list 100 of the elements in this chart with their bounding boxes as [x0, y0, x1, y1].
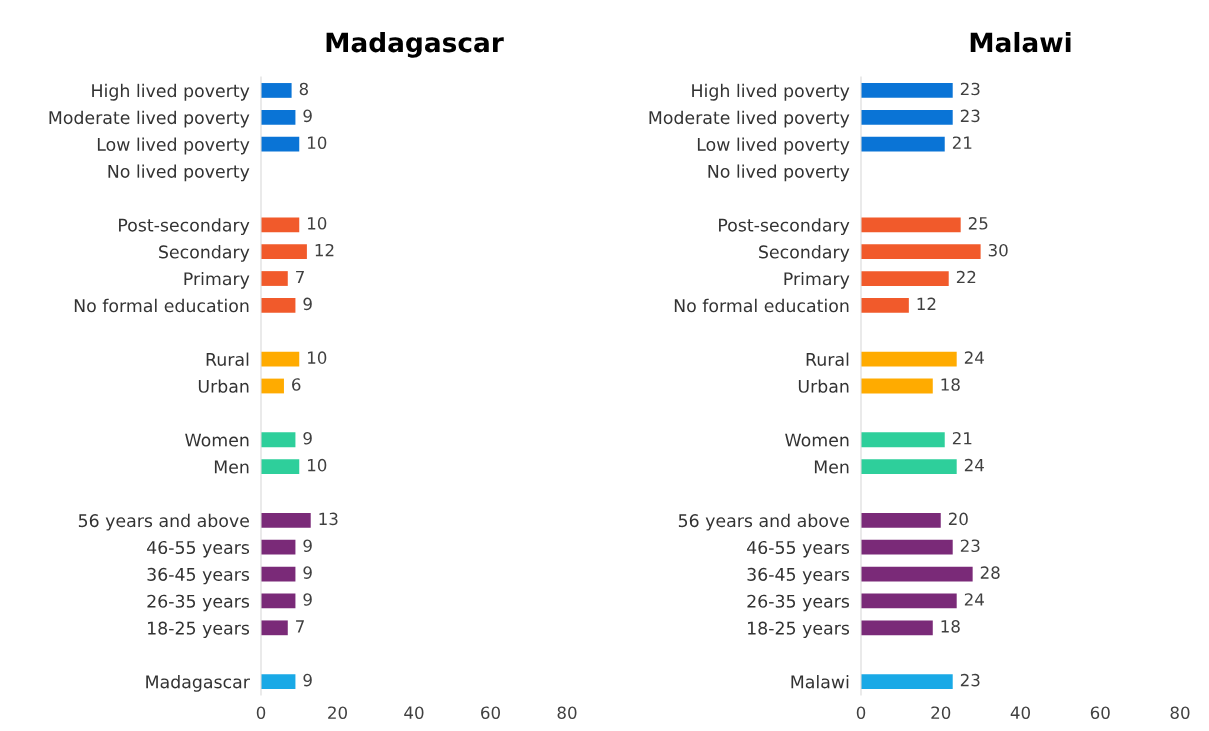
data-label: 24 — [964, 458, 984, 472]
bar — [261, 566, 296, 582]
data-label: 12 — [917, 297, 936, 310]
data-label: 10 — [308, 136, 327, 150]
x-tick-label: 60 — [1090, 706, 1110, 720]
bar — [261, 432, 296, 448]
bar — [261, 136, 300, 152]
y-tick-label: 36-45 years — [747, 567, 850, 585]
bar — [261, 217, 300, 233]
bar — [861, 136, 945, 152]
data-label: 21 — [952, 136, 972, 149]
y-tick-label: 46-55 years — [146, 540, 250, 558]
data-label: 30 — [988, 243, 1008, 257]
y-tick-label: Malawi — [791, 674, 849, 689]
bar — [861, 351, 957, 367]
data-label: 25 — [968, 217, 988, 230]
bar — [861, 217, 961, 233]
x-tick-label: 80 — [557, 706, 577, 720]
data-label: 20 — [948, 512, 968, 526]
bar — [261, 109, 296, 125]
y-tick-label: Madagascar — [146, 674, 250, 692]
y-tick-label: No lived poverty — [108, 164, 250, 182]
data-label: 7 — [296, 620, 304, 633]
data-label: 18 — [941, 620, 960, 633]
bar — [261, 244, 307, 260]
bar — [861, 109, 953, 125]
data-label: 8 — [299, 82, 309, 96]
y-tick-label: Rural — [206, 352, 249, 366]
bar — [861, 378, 933, 394]
x-tick-label: 80 — [1170, 706, 1190, 720]
x-tick-label: 40 — [1010, 706, 1030, 720]
x-tick-label: 20 — [931, 706, 951, 720]
y-tick-label: 56 years and above — [678, 513, 849, 531]
data-label: 23 — [960, 82, 980, 96]
data-label: 23 — [960, 539, 980, 553]
y-tick-label: Men — [814, 460, 849, 474]
data-label: 24 — [964, 351, 984, 364]
data-label: 22 — [956, 270, 976, 284]
bar — [261, 271, 288, 286]
y-tick-label: Low lived poverty — [97, 137, 250, 155]
x-tick-label: 40 — [404, 706, 424, 720]
bar — [261, 459, 300, 474]
bar — [261, 378, 284, 394]
y-tick-label: No formal education — [674, 298, 849, 313]
data-label: 23 — [960, 109, 980, 123]
data-label: 10 — [308, 217, 327, 230]
data-label: 13 — [319, 512, 338, 526]
data-label: 6 — [292, 378, 301, 391]
data-label: 23 — [960, 673, 980, 687]
y-tick-label: Secondary — [159, 245, 250, 262]
y-tick-label: Primary — [184, 271, 250, 289]
y-tick-label: Secondary — [759, 245, 850, 262]
data-label: 9 — [303, 673, 312, 687]
bar — [861, 593, 957, 609]
y-tick-label: Moderate lived poverty — [649, 110, 850, 128]
y-tick-label: 26-35 years — [747, 594, 850, 612]
y-tick-label: 18-25 years — [148, 621, 250, 639]
bar — [861, 432, 945, 448]
bar — [261, 539, 296, 555]
x-tick-label: 0 — [256, 706, 266, 720]
y-tick-label: Post-secondary — [719, 218, 850, 235]
x-tick-label: 0 — [856, 706, 866, 720]
y-tick-label: 18-25 years — [748, 621, 850, 639]
data-label: 9 — [303, 431, 312, 445]
y-tick-label: Urban — [198, 379, 249, 393]
bar — [261, 83, 292, 98]
bar — [861, 566, 973, 582]
data-label: 10 — [308, 351, 327, 364]
data-label: 7 — [296, 270, 304, 284]
y-tick-label: Primary — [784, 271, 850, 289]
data-label: 9 — [303, 539, 312, 553]
bar — [861, 674, 953, 689]
y-tick-label: No formal education — [74, 298, 249, 313]
x-tick-label: 20 — [328, 706, 347, 720]
data-label: 9 — [303, 566, 312, 579]
data-label: 12 — [315, 243, 334, 257]
x-tick-label: 60 — [481, 706, 500, 720]
bar — [261, 512, 311, 528]
data-label: 24 — [964, 593, 984, 606]
data-label: 18 — [941, 378, 960, 391]
y-tick-label: 26-35 years — [147, 594, 250, 612]
bar — [261, 298, 296, 313]
data-label: 10 — [308, 458, 327, 472]
y-tick-label: 36-45 years — [147, 567, 250, 585]
y-tick-label: Rural — [806, 352, 849, 366]
chart-title: Malawi — [970, 31, 1071, 53]
data-label: 9 — [303, 593, 312, 606]
bar — [261, 674, 296, 689]
data-label: 9 — [303, 109, 312, 123]
y-tick-label: Men — [214, 460, 249, 474]
y-tick-label: High lived poverty — [692, 83, 850, 101]
y-tick-label: 56 years and above — [78, 513, 249, 531]
bar — [261, 620, 288, 636]
bar — [861, 512, 941, 528]
bar — [861, 298, 909, 313]
bar — [861, 620, 933, 636]
data-label: 28 — [980, 566, 1000, 579]
y-tick-label: No lived poverty — [708, 164, 850, 182]
y-tick-label: Post-secondary — [119, 218, 250, 235]
bar — [861, 459, 957, 474]
